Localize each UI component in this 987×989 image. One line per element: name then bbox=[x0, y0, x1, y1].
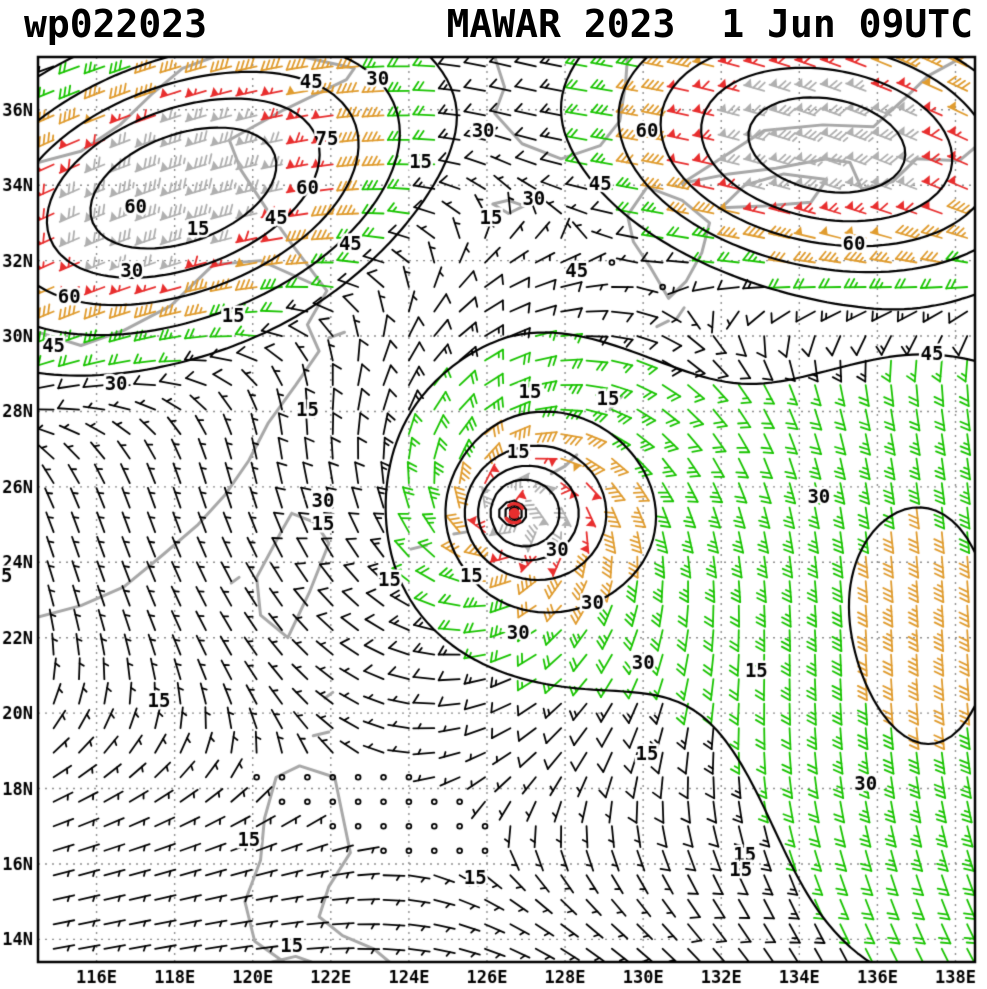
storm-id: wp022023 bbox=[24, 2, 208, 46]
chart-header: wp022023 MAWAR 2023 1 Jun 09UTC bbox=[0, 0, 987, 52]
valid-time: 1 Jun 09UTC bbox=[721, 2, 973, 46]
chart-title-group: MAWAR 2023 1 Jun 09UTC bbox=[447, 2, 973, 46]
chart-title: MAWAR 2023 bbox=[446, 2, 676, 46]
